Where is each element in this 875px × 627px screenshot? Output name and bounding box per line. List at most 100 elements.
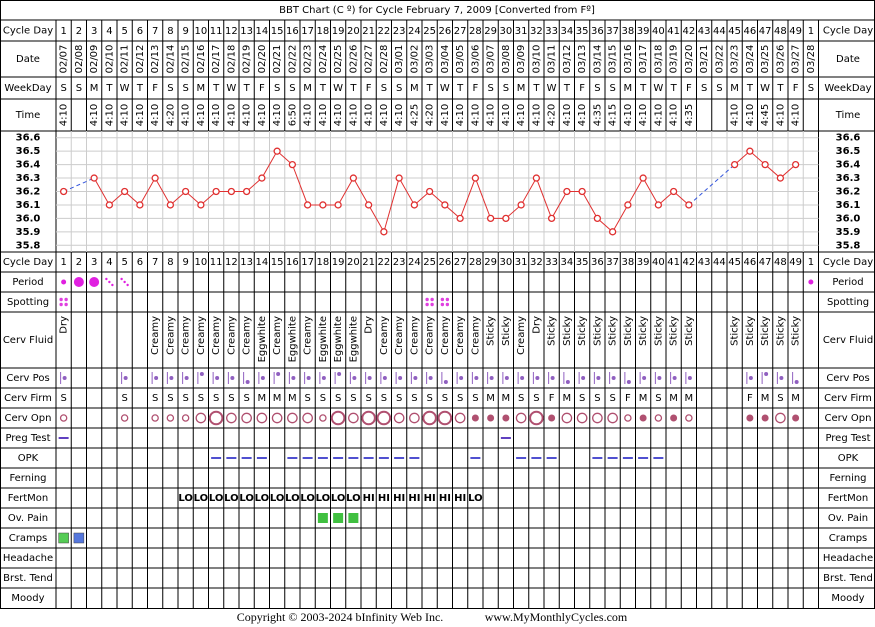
row-label: Ferning [829, 473, 866, 484]
temperature-point [334, 201, 342, 209]
y-tick-label: 35.8 [836, 240, 861, 251]
time: 4:10 [196, 104, 207, 126]
cerv-fluid: Sticky [653, 316, 664, 346]
cerv-pos-mark [581, 376, 586, 380]
cerv-pos-mark [169, 376, 174, 380]
cycle-day: 27 [454, 26, 467, 37]
period-mark [126, 283, 129, 287]
fertmon: LO [331, 493, 346, 504]
cerv-pos-mark [779, 376, 784, 380]
temperature-point [578, 187, 586, 196]
weekday: F [793, 83, 799, 94]
weekday: T [639, 83, 647, 94]
weekday: S [60, 83, 66, 94]
cycle-day: 37 [606, 26, 619, 37]
cerv-fluid: Sticky [501, 316, 512, 346]
cerv-firm: S [167, 393, 173, 404]
cerv-fluid: Creamy [455, 316, 466, 355]
temperature-point [319, 201, 327, 209]
cerv-fluid: Creamy [379, 316, 390, 355]
cerv-firm: S [457, 393, 463, 404]
date: 03/10 [531, 45, 542, 74]
time: 4:10 [272, 104, 283, 126]
cerv-opn-mark [592, 412, 603, 424]
spotting-mark [445, 302, 450, 307]
row-label: Cycle Day [3, 26, 53, 37]
row-label: Cerv Firm [4, 393, 52, 404]
cycle-day: 45 [728, 257, 741, 268]
temperature-point [303, 201, 312, 209]
cerv-opn-mark [576, 412, 588, 424]
temperature-point [456, 214, 464, 223]
cerv-firm: M [502, 393, 511, 404]
cerv-opn-mark [319, 414, 327, 422]
spotting-mark [64, 302, 68, 307]
cerv-opn-mark [330, 410, 346, 426]
cerv-pos-mark [489, 376, 494, 380]
date: 03/23 [730, 45, 741, 74]
time: 4:10 [120, 104, 131, 126]
time: 4:20 [425, 104, 436, 126]
time: 4:10 [333, 104, 344, 126]
temperature-point [730, 160, 739, 169]
fertmon: LO [316, 493, 331, 504]
weekday: M [517, 83, 526, 94]
cycle-day: 24 [408, 257, 421, 268]
cerv-pos-mark [672, 376, 677, 380]
cerv-opn-mark [529, 410, 544, 426]
cerv-firm: S [594, 393, 600, 404]
cerv-pos-mark [764, 372, 769, 376]
row-label: Date [836, 54, 860, 65]
temperature-point [212, 187, 220, 196]
time: 4:10 [638, 104, 649, 126]
cerv-pos-mark [154, 376, 159, 380]
time: 4:15 [608, 104, 619, 126]
cycle-day: 43 [698, 26, 711, 37]
cycle-day: 29 [484, 257, 497, 268]
chart-title: BBT Chart (C º) for Cycle February 7, 20… [279, 5, 595, 16]
cramps-mark [58, 532, 69, 544]
temperature-point [532, 174, 541, 182]
cerv-firm: S [152, 393, 158, 404]
time: 4:10 [791, 104, 802, 126]
cerv-opn-mark [746, 414, 754, 422]
row-label: Ferning [9, 473, 46, 484]
cerv-fluid: Creamy [181, 316, 192, 355]
cycle-day: 7 [152, 257, 158, 268]
cycle-day: 40 [652, 26, 665, 37]
temperature-point [364, 201, 373, 209]
date: 03/27 [791, 45, 802, 74]
cycle-day: 34 [561, 257, 574, 268]
date: 02/21 [272, 45, 283, 74]
date: 03/02 [409, 45, 420, 74]
time: 4:10 [181, 104, 192, 126]
cycle-day: 33 [545, 26, 558, 37]
temperature-point [608, 228, 617, 236]
cerv-fluid: Sticky [623, 316, 634, 346]
cerv-pos-mark [215, 376, 220, 380]
row-label: Ov. Pain [828, 513, 868, 524]
cerv-firm: S [518, 393, 524, 404]
cerv-opn-mark [624, 414, 632, 422]
cycle-day: 24 [408, 26, 421, 37]
time: 4:10 [653, 104, 664, 126]
gap-connector [688, 164, 735, 206]
weekday: F [366, 83, 372, 94]
cerv-fluid: Sticky [638, 316, 649, 346]
date: 02/14 [165, 45, 176, 74]
weekday: M [90, 83, 99, 94]
period-mark [120, 277, 123, 281]
temperature-point [654, 201, 663, 209]
cycle-day: 39 [637, 257, 650, 268]
cerv-pos-mark [504, 376, 509, 380]
cerv-pos-mark [291, 376, 296, 380]
y-tick-label: 36.5 [836, 146, 861, 157]
spotting-mark [59, 297, 63, 302]
cycle-day: 15 [271, 26, 284, 37]
cerv-fluid: Creamy [165, 316, 176, 355]
cerv-opn-mark [561, 412, 573, 424]
fertmon: LO [346, 493, 361, 504]
cerv-opn-mark [287, 412, 298, 424]
y-tick-label: 35.9 [836, 227, 861, 238]
cerv-opn-mark [454, 412, 466, 424]
